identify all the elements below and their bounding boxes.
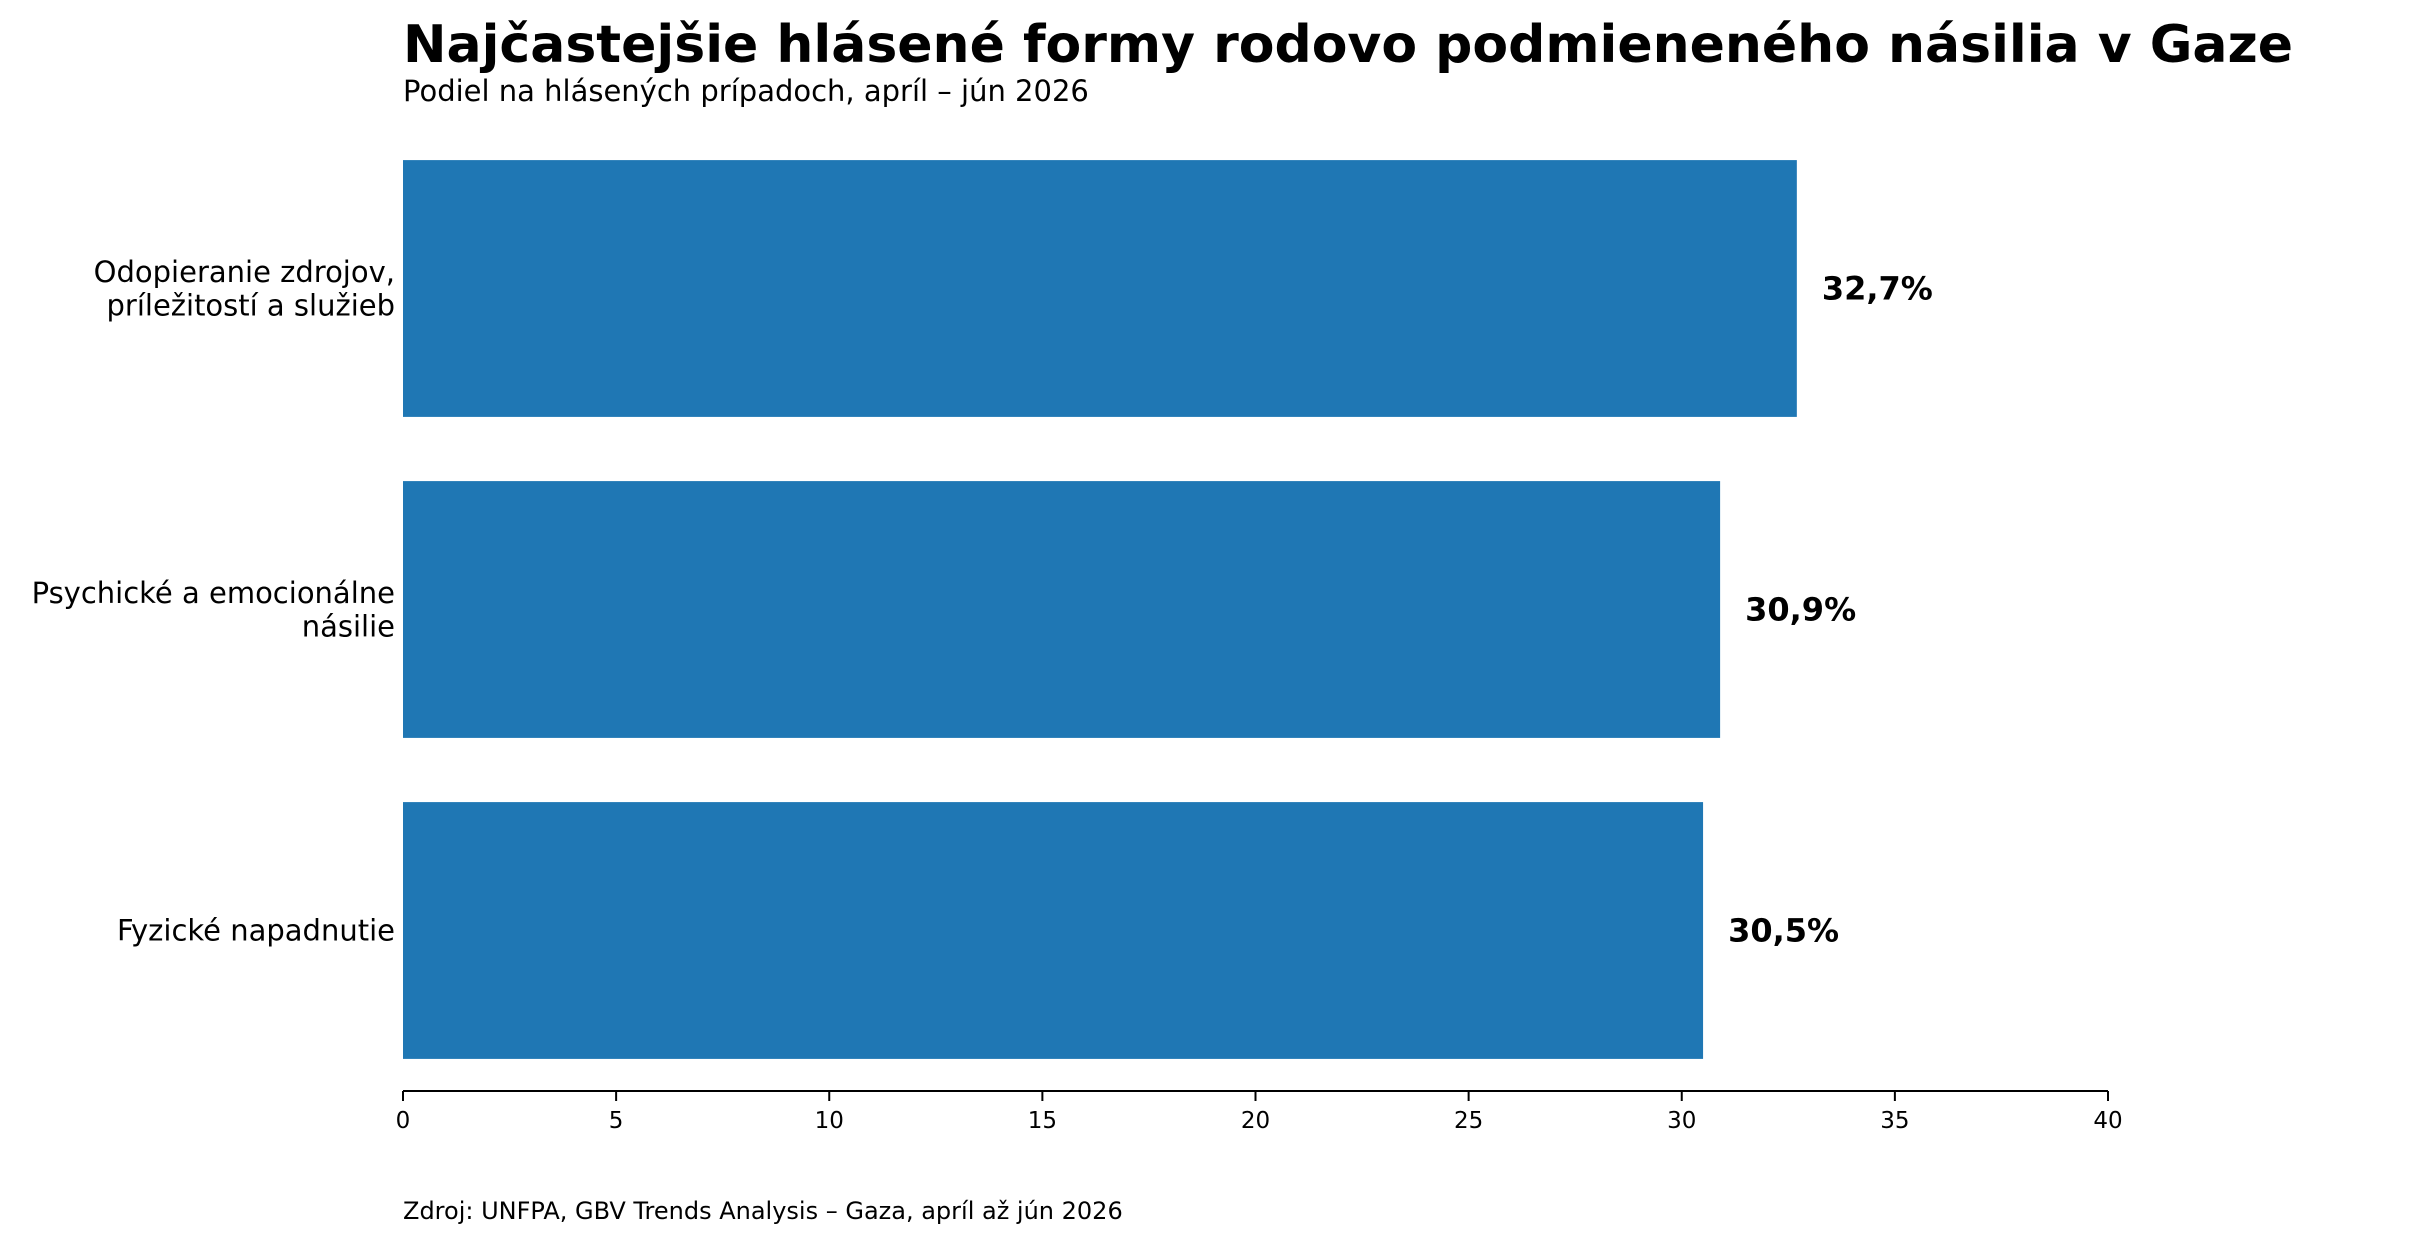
x-tick-label: 10 [815, 1108, 844, 1134]
x-tick-label: 25 [1454, 1108, 1483, 1134]
bar [403, 481, 1721, 738]
value-label: 30,5% [1728, 912, 1839, 950]
category-label: Fyzické napadnutie [117, 914, 395, 948]
x-tick-label: 40 [2093, 1108, 2122, 1134]
x-tick-label: 0 [396, 1108, 411, 1134]
x-tick-label: 35 [1880, 1108, 1909, 1134]
x-tick-label: 30 [1667, 1108, 1696, 1134]
chart-title: Najčastejšie hlásené formy rodovo podmie… [403, 15, 2293, 75]
value-label: 32,7% [1822, 270, 1933, 308]
bar [403, 160, 1797, 417]
value-label: 30,9% [1745, 591, 1856, 629]
x-tick-label: 20 [1241, 1108, 1270, 1134]
category-label: Odopieranie zdrojov, príležitostí a služi… [94, 255, 395, 322]
category-label: Psychické a emocionálne násilie [32, 576, 395, 643]
x-tick-label: 15 [1028, 1108, 1057, 1134]
bar [403, 802, 1704, 1059]
source-note: Zdroj: UNFPA, GBV Trends Analysis – Gaza… [403, 1197, 1123, 1225]
chart-subtitle: Podiel na hlásených prípadoch, apríl – j… [403, 74, 1089, 108]
x-tick-label: 5 [609, 1108, 624, 1134]
